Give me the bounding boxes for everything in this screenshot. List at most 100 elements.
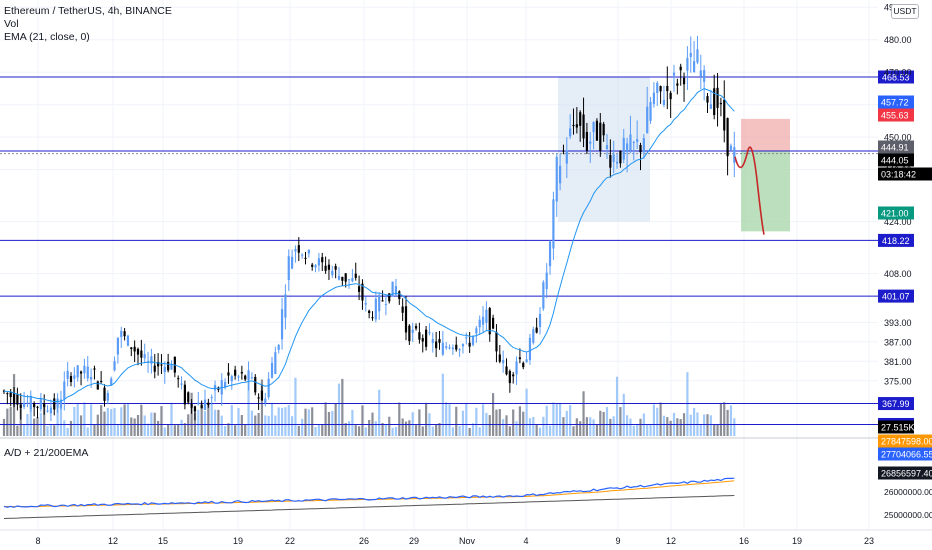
candle-body (29, 395, 32, 410)
candle-body (451, 347, 454, 350)
candle-body (183, 384, 186, 405)
projection-path (734, 146, 765, 235)
candle-body (552, 199, 555, 249)
candle-body (100, 381, 103, 383)
volume-bar (304, 408, 307, 436)
price-label-tag (878, 206, 914, 220)
time-tick-label: 23 (864, 536, 874, 546)
candle-body (56, 398, 59, 408)
volume-bar (113, 407, 116, 436)
volume-bar (733, 418, 736, 436)
volume-bar (384, 424, 387, 436)
volume-bar (49, 423, 52, 436)
candle-body (696, 49, 699, 63)
candle-body (703, 70, 706, 82)
candle-body (203, 399, 207, 410)
candle-body (709, 104, 712, 109)
price-label-tag (878, 434, 932, 448)
volume-bar (19, 408, 22, 436)
candle-body (240, 372, 243, 374)
candle-body (143, 354, 146, 359)
candle-body (522, 362, 525, 368)
volume-bar (53, 425, 56, 436)
volume-bar (592, 419, 595, 436)
volume-bar (227, 423, 230, 436)
volume-bar (729, 405, 733, 436)
candle-body (307, 250, 310, 254)
price-label-text: 455.63 (881, 111, 909, 121)
candle-body (120, 330, 123, 337)
candle-body (652, 92, 655, 104)
candle-body (23, 403, 26, 407)
volume-bar (220, 415, 223, 436)
volume-bar (726, 409, 729, 436)
volume-bar (528, 418, 532, 436)
candle-body (438, 339, 441, 343)
candle-body (512, 374, 515, 377)
volume-bar (83, 402, 86, 436)
candle-body (49, 407, 52, 414)
volume-bar (90, 404, 93, 436)
candle-body (401, 306, 404, 313)
ad-ema200-line (3, 495, 735, 519)
candle-body (508, 371, 511, 384)
volume-bar (381, 422, 384, 436)
volume-bar (579, 421, 582, 436)
volume-bar (522, 411, 525, 436)
volume-bar (471, 423, 475, 436)
volume-bar (197, 409, 200, 436)
volume-bar (689, 414, 692, 436)
candle-body (83, 365, 86, 374)
price-tick-label: 375.00 (884, 376, 912, 386)
volume-bar (438, 423, 441, 436)
candle-body (146, 361, 150, 363)
candle-body (170, 364, 173, 370)
time-tick-label: 4 (523, 536, 528, 546)
candle-body (682, 77, 686, 85)
volume-bar (100, 405, 103, 436)
volume-bar (43, 404, 46, 436)
price-label-tag (878, 140, 914, 154)
candle-body (686, 57, 689, 71)
stop-loss-zone (741, 118, 790, 151)
volume-bar (719, 402, 722, 436)
candle-body (210, 397, 213, 399)
volume-bar (203, 411, 207, 436)
candle-body (629, 134, 632, 151)
currency-badge[interactable]: USDT (891, 4, 919, 19)
candle-body (334, 266, 337, 270)
candle-body (250, 377, 253, 379)
candle-body (12, 392, 16, 405)
time-axis[interactable]: 8 12 15 19 22 26 29 Nov 4 9 12 16 19 23 (0, 529, 932, 546)
candle-body (297, 245, 300, 253)
volume-bar (250, 410, 253, 436)
candle-body (381, 300, 384, 302)
price-label-tag (878, 447, 932, 461)
volume-bar (260, 379, 264, 436)
time-tick-label: 8 (35, 536, 40, 546)
volume-bar (458, 426, 461, 436)
candle-body (26, 402, 29, 404)
candle-body (659, 86, 662, 92)
volume-bar (267, 415, 270, 436)
volume-bar (33, 418, 36, 436)
price-label-tag (878, 420, 914, 434)
volume-bar (595, 425, 599, 436)
candle-body (110, 378, 113, 386)
candle-body (331, 270, 334, 276)
candle-body (602, 123, 605, 136)
volume-bar (200, 402, 203, 436)
candle-body (113, 361, 116, 371)
candle-body (699, 70, 702, 77)
candle-body (264, 398, 267, 403)
volume-bar (445, 402, 448, 436)
candle-body (619, 150, 622, 164)
volume-bar (709, 415, 712, 436)
candle-body (311, 264, 314, 267)
volume-bar (619, 407, 622, 436)
candle-body (180, 383, 183, 385)
volume-bar (190, 392, 193, 436)
candle-body (545, 272, 548, 290)
candle-body (79, 371, 83, 374)
